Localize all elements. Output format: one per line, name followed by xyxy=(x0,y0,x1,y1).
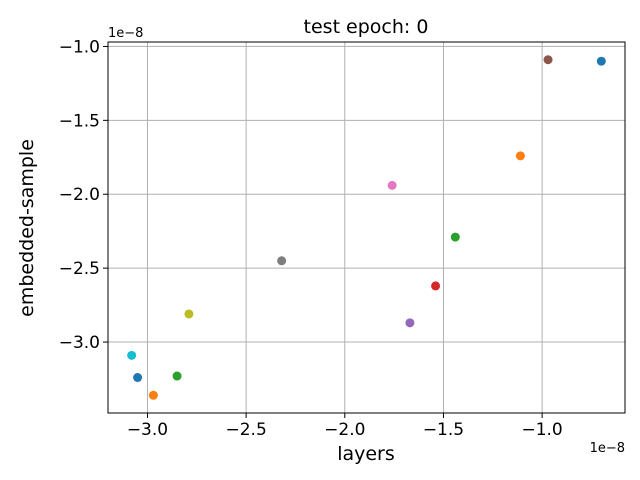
scatter-point xyxy=(596,56,606,66)
y-tick-label: −1.0 xyxy=(59,37,100,57)
scatter-point xyxy=(133,373,143,383)
plot-frame xyxy=(107,41,626,414)
x-tick-label: −2.5 xyxy=(225,420,266,440)
grid xyxy=(108,42,625,413)
scatter-point xyxy=(184,309,194,319)
scatter-point xyxy=(277,256,287,266)
y-tick-label: −3.0 xyxy=(59,333,100,353)
data-points xyxy=(127,55,606,400)
y-tick-label: −2.5 xyxy=(59,259,100,279)
y-tick-label: −2.0 xyxy=(59,185,100,205)
chart-title: test epoch: 0 xyxy=(304,16,429,38)
scatter-point xyxy=(172,371,182,381)
x-axis-ticks: −3.0 −2.5 −2.0 −1.5 −1.0 xyxy=(127,413,563,440)
scatter-point xyxy=(450,232,460,242)
scatter-point xyxy=(127,350,137,360)
x-tick-label: −3.0 xyxy=(127,420,168,440)
scatter-point xyxy=(148,390,158,400)
x-tick-label: −2.0 xyxy=(324,420,365,440)
scatter-point xyxy=(515,151,525,161)
scatter-point xyxy=(543,55,553,65)
y-tick-label: −1.5 xyxy=(59,111,100,131)
scatter-point xyxy=(405,318,415,328)
y-axis-label: embedded-sample xyxy=(16,139,38,317)
y-axis-ticks: −3.0 −2.5 −2.0 −1.5 −1.0 xyxy=(59,37,108,353)
x-tick-label: −1.5 xyxy=(423,420,464,440)
x-tick-label: −1.0 xyxy=(521,420,562,440)
y-axis-offset-label: 1e−8 xyxy=(108,26,143,41)
scatter-point xyxy=(387,180,397,190)
x-axis-offset-label: 1e−8 xyxy=(590,441,625,456)
scatter-point xyxy=(431,281,441,291)
x-axis-label: layers xyxy=(337,443,395,465)
